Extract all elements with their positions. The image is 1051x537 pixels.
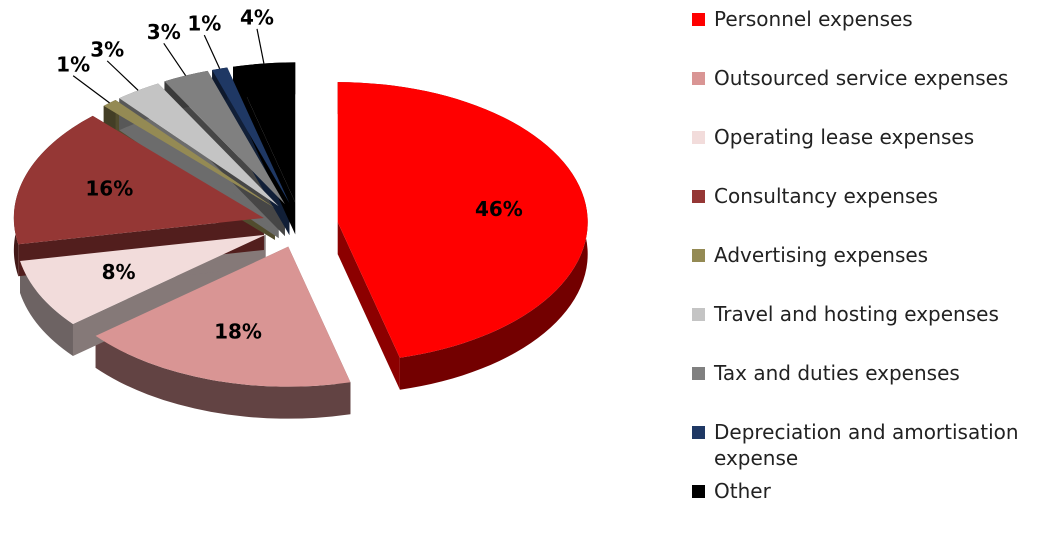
slice-face	[337, 222, 400, 390]
data-label: 16%	[85, 176, 133, 200]
legend-item: Advertising expenses	[692, 242, 1037, 301]
legend-swatch	[692, 190, 705, 203]
slice	[13, 115, 264, 245]
slice	[119, 83, 279, 207]
slice	[233, 62, 296, 203]
slice-side	[95, 335, 351, 419]
legend-label: Outsourced service expenses	[714, 66, 1009, 90]
leader-line	[256, 28, 265, 64]
leader-line	[203, 34, 221, 69]
legend-item: Other	[692, 478, 1037, 537]
chart: 46%18%8%16%1%3%3% 1% 4%	[13, 5, 588, 419]
data-label: 3%	[147, 20, 181, 44]
data-label: 18%	[214, 320, 262, 344]
page: 46% 18% 8% 16% 1% 3% 3% 1% 4% Personnel expenses…	[13, 5, 1019, 503]
legend-swatch	[692, 131, 705, 144]
legend-swatch	[692, 13, 705, 26]
slice	[95, 246, 351, 387]
legend-item: Consultancy expenses	[692, 183, 1037, 242]
legend-label: Travel and hosting expenses	[714, 302, 999, 326]
legend-item: Depreciation and amortisation expense	[692, 419, 1037, 478]
legend-swatch	[692, 72, 705, 85]
legend-label: Personnel expenses	[714, 7, 913, 31]
data-label: 1%	[56, 52, 90, 76]
leader-line	[72, 75, 110, 104]
legend-label: Advertising expenses	[714, 243, 929, 267]
data-label: 3%	[90, 37, 124, 61]
legend-label: Consultancy expenses	[714, 184, 939, 208]
data-label: 1%	[187, 12, 221, 36]
legend-label: Other	[714, 479, 771, 503]
slice-side	[20, 260, 73, 356]
legend-swatch	[692, 367, 705, 380]
slice	[337, 82, 588, 358]
legend-item: Outsourced service expenses	[692, 65, 1037, 124]
slice	[164, 70, 285, 205]
legend-item: Operating lease expenses	[692, 124, 1037, 183]
data-label: 4%	[240, 5, 274, 29]
data-label: 46%	[475, 197, 523, 221]
slice	[103, 100, 275, 208]
legend-swatch	[692, 249, 705, 262]
legend-swatch	[692, 485, 705, 498]
leader-line	[163, 42, 187, 76]
leader-line	[106, 60, 139, 91]
pie-top	[13, 62, 588, 387]
legend-swatch	[692, 426, 705, 439]
slice	[212, 67, 290, 204]
legend-item: Personnel expenses	[692, 6, 1037, 65]
legend-item: Tax and duties expenses	[692, 360, 1037, 419]
legend-item: Travel and hosting expenses	[692, 301, 1037, 360]
legend-label: Operating lease expenses	[714, 125, 975, 149]
slice	[20, 234, 266, 324]
legend-label: Tax and duties expenses	[714, 361, 960, 385]
legend-swatch	[692, 308, 705, 321]
data-label: 8%	[102, 260, 136, 284]
legend-label: Depreciation and amortisation expense	[714, 420, 1019, 470]
legend: Personnel expenses Outsourced service exp…	[692, 6, 1037, 537]
